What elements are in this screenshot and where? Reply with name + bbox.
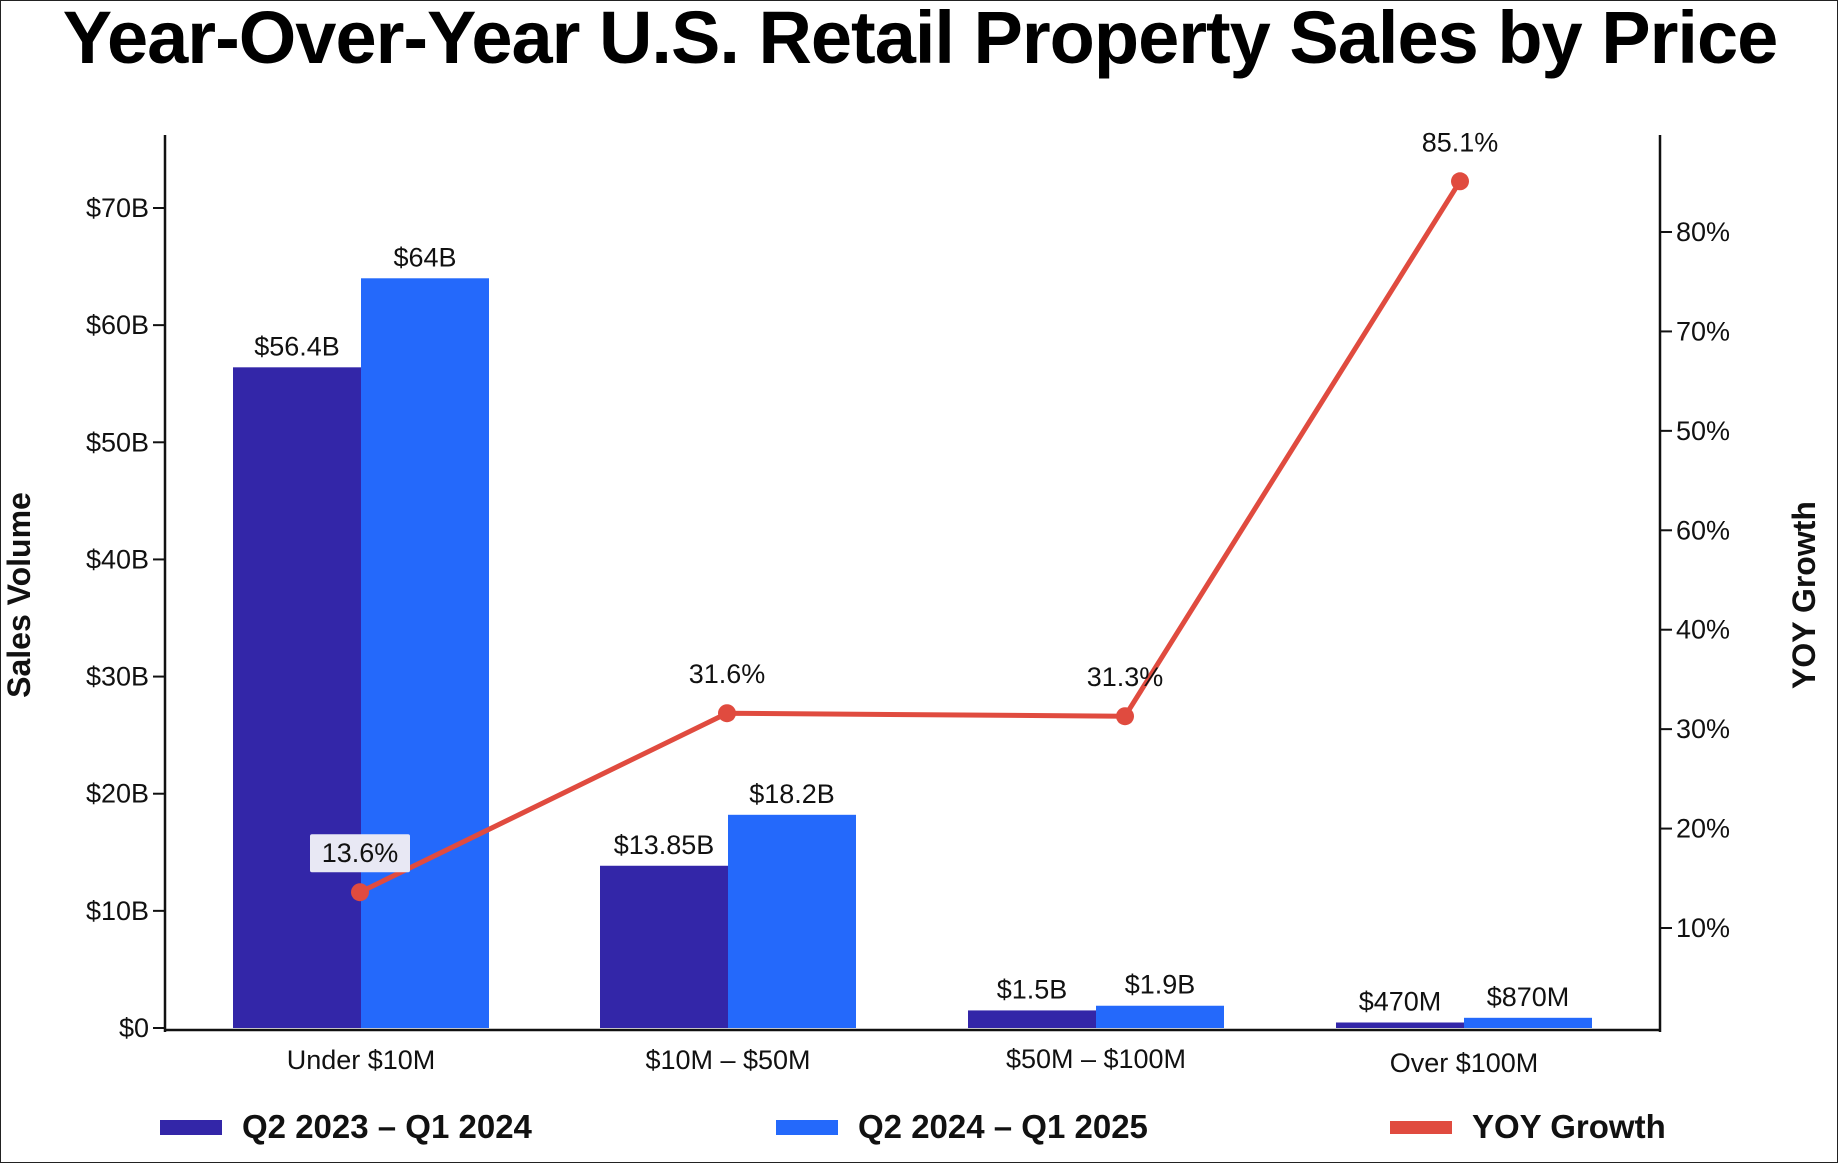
y2-tick-label: 60% xyxy=(1676,515,1730,545)
x-tick-label: Under $10M xyxy=(287,1045,436,1075)
y2-tick-label: 40% xyxy=(1676,615,1730,645)
bar-series2 xyxy=(1464,1017,1592,1028)
y-axis-title: Sales Volume xyxy=(1,492,37,698)
x-tick-label: $10M – $50M xyxy=(645,1045,810,1075)
legend-swatch-series2 xyxy=(776,1119,838,1135)
y-tick-label: $10B xyxy=(86,896,149,926)
y-tick-label: $0 xyxy=(119,1013,149,1043)
y2-axis-title: YOY Growth xyxy=(1786,501,1822,689)
y2-tick-label: 50% xyxy=(1676,416,1730,446)
legend-swatch-growth xyxy=(1390,1120,1452,1134)
bar-data-label: $18.2B xyxy=(749,779,835,809)
y2-tick-label: 20% xyxy=(1676,814,1730,844)
y-tick-label: $70B xyxy=(86,193,149,223)
bar-data-label: $1.9B xyxy=(1125,970,1196,1000)
growth-point xyxy=(718,704,736,723)
y-tick-label: $50B xyxy=(86,427,149,457)
legend-label-growth: YOY Growth xyxy=(1472,1108,1666,1145)
legend-item-growth: YOY Growth xyxy=(1390,1108,1666,1146)
y-tick-label: $40B xyxy=(86,544,149,574)
growth-data-label: 85.1% xyxy=(1422,127,1499,157)
bar-data-label: $56.4B xyxy=(254,331,340,361)
y2-tick-label: 70% xyxy=(1676,316,1730,346)
growth-line xyxy=(358,179,1463,895)
y-tick-label: $30B xyxy=(86,662,149,692)
bar-data-label: $64B xyxy=(393,242,456,272)
legend-item-series2: Q2 2024 – Q1 2025 xyxy=(776,1108,1148,1146)
bar-series1 xyxy=(1336,1022,1464,1028)
bar-series1 xyxy=(600,865,728,1028)
bar-data-label: $870M xyxy=(1487,982,1570,1012)
growth-data-label: 31.6% xyxy=(689,659,766,689)
legend-label-series2: Q2 2024 – Q1 2025 xyxy=(858,1108,1148,1145)
growth-point xyxy=(1451,172,1469,191)
y2-tick-label: 80% xyxy=(1676,217,1730,247)
growth-label-bg xyxy=(310,834,410,873)
bar-series2 xyxy=(1096,1005,1224,1028)
bar-series2 xyxy=(361,278,489,1028)
bar-data-label: $470M xyxy=(1359,986,1442,1016)
legend-label-series1: Q2 2023 – Q1 2024 xyxy=(242,1108,532,1145)
bar-data-label: $13.85B xyxy=(614,830,715,860)
chart-title: Year-Over-Year U.S. Retail Property Sale… xyxy=(62,0,1779,79)
legend-item-series1: Q2 2023 – Q1 2024 xyxy=(160,1108,532,1146)
x-tick-label: Over $100M xyxy=(1390,1048,1539,1078)
growth-data-label: 31.3% xyxy=(1087,662,1164,692)
y2-tick-label: 30% xyxy=(1676,714,1730,744)
y-tick-label: $20B xyxy=(86,779,149,809)
bar-series1 xyxy=(233,367,361,1028)
bar-series1 xyxy=(968,1010,1096,1028)
bar-series2 xyxy=(728,814,856,1028)
growth-data-label: 13.6% xyxy=(322,838,399,868)
y2-tick-label: 10% xyxy=(1676,913,1730,943)
legend-swatch-series1 xyxy=(160,1119,222,1135)
growth-point xyxy=(351,883,369,902)
y-tick-label: $60B xyxy=(86,310,149,340)
x-tick-label: $50M – $100M xyxy=(1006,1044,1186,1074)
growth-point xyxy=(1116,707,1134,726)
bar-data-label: $1.5B xyxy=(997,974,1068,1004)
